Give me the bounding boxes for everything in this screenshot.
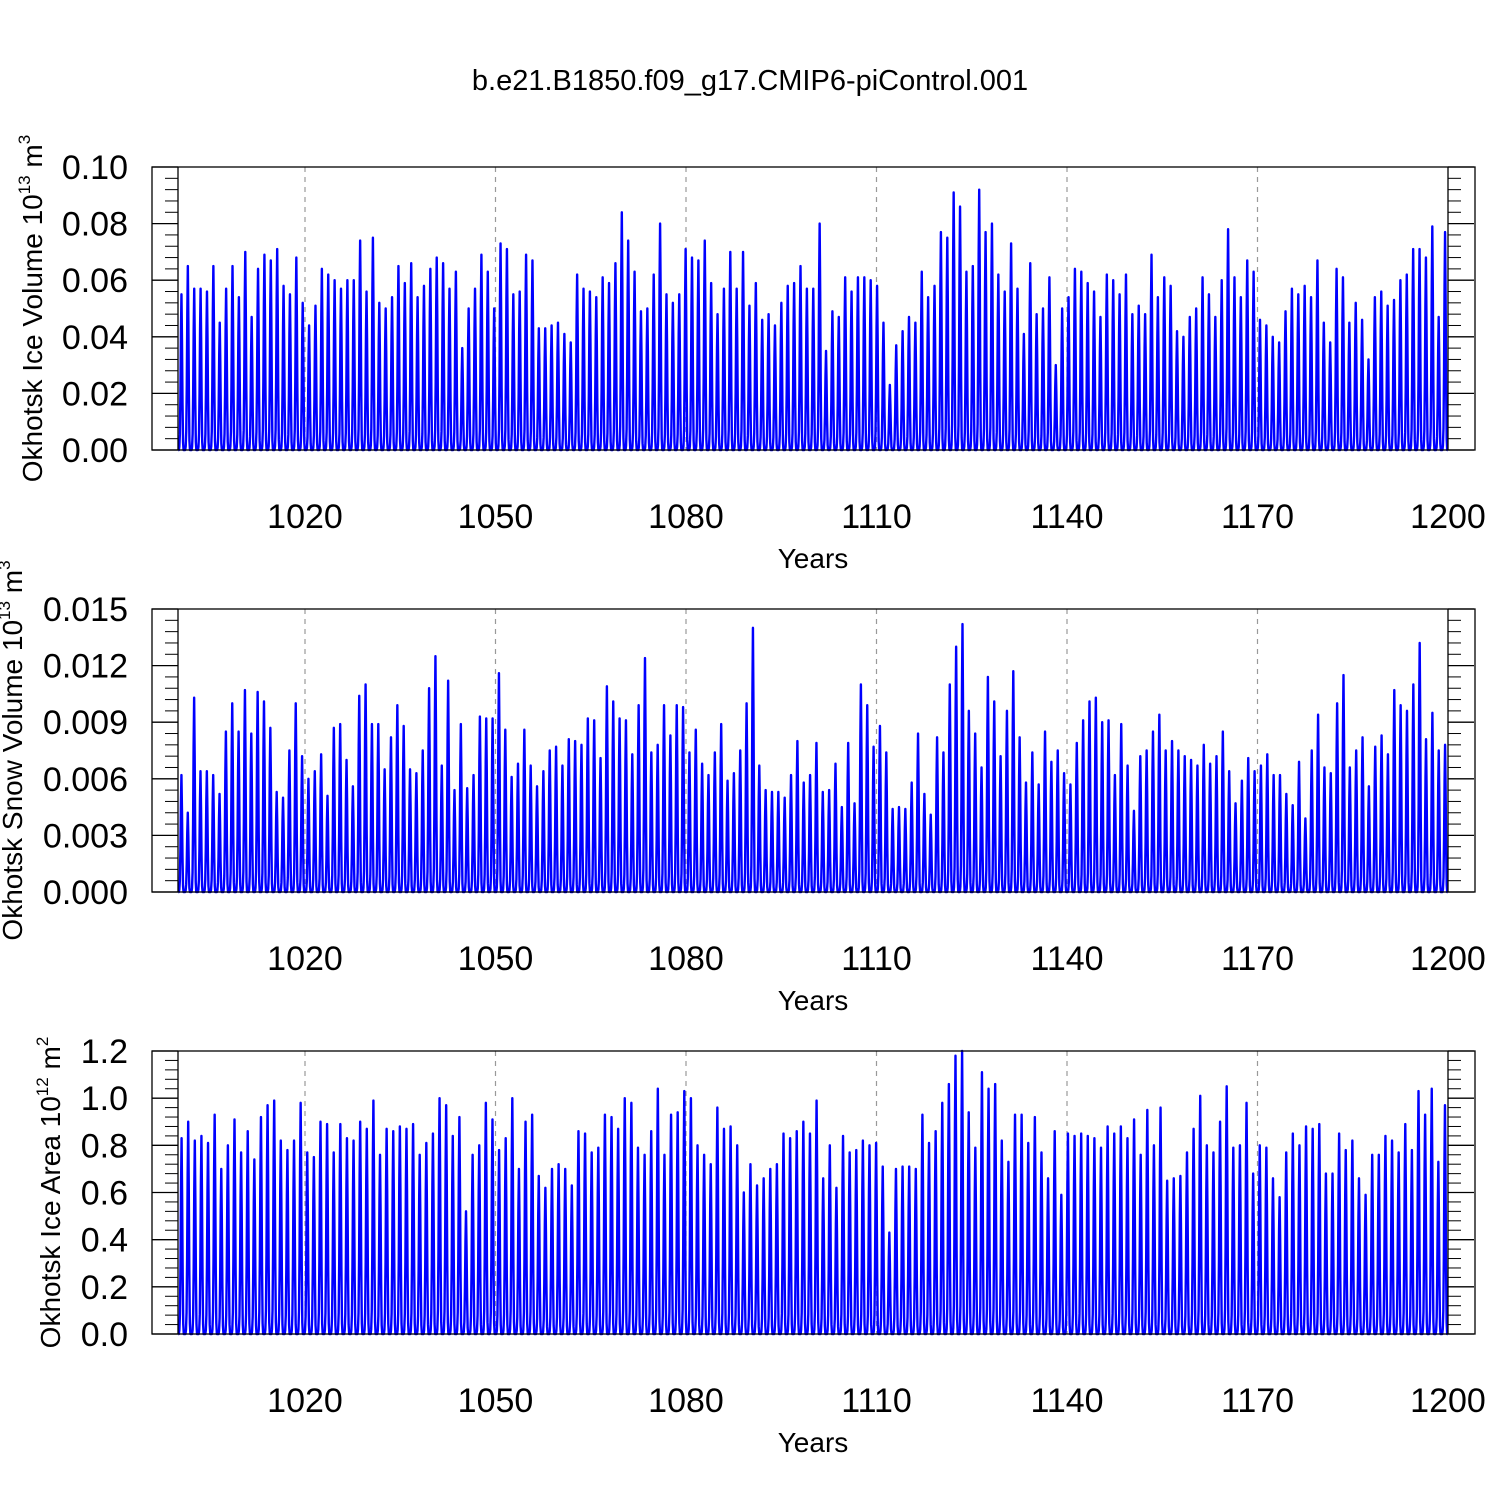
ytick-label: 0.00 [62,432,128,470]
xtick-label-1200: 1200 [1410,940,1486,978]
ytick-label: 0.06 [62,262,128,300]
ytick-label: 0.006 [43,761,128,799]
series-line [177,188,1449,452]
y-axis-title: Okhotsk Snow Volume 1013 m3 [0,560,28,940]
ytick-label: 0.08 [62,206,128,244]
plot-frame [151,166,1476,451]
ytick-label: 0.02 [62,375,128,413]
ytick-label: 1.0 [81,1080,128,1118]
xtick-label-1020: 1020 [267,498,343,536]
xtick-label-1200: 1200 [1410,498,1486,536]
xtick-label-1110: 1110 [841,1382,912,1420]
ytick-label: 0.003 [43,817,128,855]
x-axis-title: Years [778,985,849,1016]
xtick-label-1110: 1110 [841,940,912,978]
xtick-label-1050: 1050 [458,940,534,978]
xtick-label-1140: 1140 [1030,1382,1103,1420]
ytick-label: 1.2 [81,1033,128,1071]
x-axis-title: Years [778,1427,849,1458]
plot-frame [151,1050,1476,1335]
xtick-label-1020: 1020 [267,940,343,978]
xtick-label-1110: 1110 [841,498,912,536]
ytick-label: 0.6 [81,1175,128,1213]
chart-panel-2: 0.000 0.003 0.006 0.009 0.012 0.015 1020 1050 10… [0,560,1486,1016]
xtick-label-1200: 1200 [1410,1382,1486,1420]
xtick-label-1140: 1140 [1030,498,1103,536]
y-axis-title: Okhotsk Ice Volume 1013 m3 [15,135,48,482]
ytick-label: 0.012 [43,648,128,686]
xtick-label-1170: 1170 [1221,940,1294,978]
chart-panel-3: 0.0 0.2 0.4 0.6 0.8 1.0 1.2 1020 1050 1080 1110 114… [33,1033,1486,1458]
xtick-label-1050: 1050 [458,498,534,536]
ytick-label: 0.015 [43,591,128,629]
xtick-label-1080: 1080 [648,1382,724,1420]
xtick-label-1050: 1050 [458,1382,534,1420]
y-axis-title: Okhotsk Ice Area 1012 m2 [33,1037,66,1349]
xtick-label-1170: 1170 [1221,1382,1294,1420]
ytick-label: 0.10 [62,149,128,187]
chart-panel-1: 0.00 0.02 0.04 0.06 0.08 0.10 1020 1050 1080 1110… [15,135,1486,574]
ytick-label: 0.000 [43,874,128,912]
ytick-label: 0.2 [81,1269,128,1307]
xtick-label-1020: 1020 [267,1382,343,1420]
xtick-label-1140: 1140 [1030,940,1103,978]
x-axis-title: Years [778,543,849,574]
xtick-label-1170: 1170 [1221,498,1294,536]
xtick-label-1080: 1080 [648,940,724,978]
ytick-label: 0.009 [43,704,128,742]
ytick-label: 0.4 [81,1222,128,1260]
ytick-label: 0.04 [62,319,128,357]
figure-title: b.e21.B1850.f09_g17.CMIP6-piControl.001 [472,65,1028,97]
plot-frame [151,608,1476,893]
ytick-label: 0.8 [81,1127,128,1165]
ytick-label: 0.0 [81,1316,128,1354]
xtick-label-1080: 1080 [648,498,724,536]
